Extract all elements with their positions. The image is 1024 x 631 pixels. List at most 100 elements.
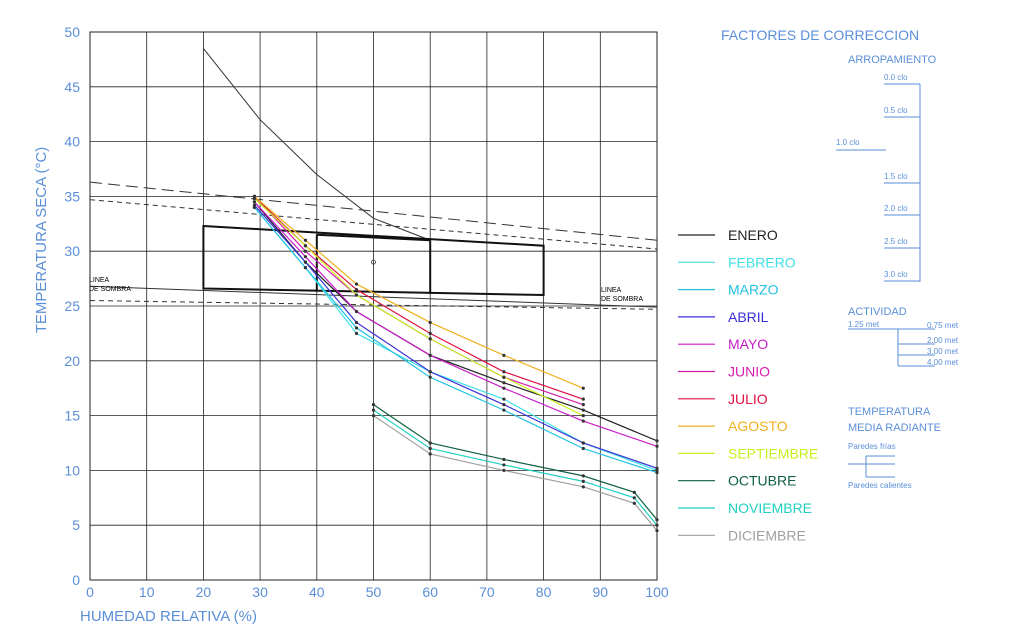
series-line (373, 415, 658, 532)
clo-level-label: 1.5 clo (884, 172, 908, 181)
data-point (581, 408, 585, 412)
radiante-frias: Paredes frías (848, 442, 896, 451)
data-point (303, 238, 308, 242)
data-point (632, 501, 636, 505)
data-point (303, 249, 308, 253)
met-level-label: 0.75 met (927, 321, 959, 330)
y-tick-label: 45 (64, 79, 80, 95)
x-tick-label: 0 (86, 584, 94, 600)
data-point (252, 203, 257, 207)
data-point (428, 337, 432, 341)
legend-label: NOVIEMBRE (728, 500, 812, 516)
data-point (655, 468, 659, 472)
data-point (655, 523, 659, 527)
met-level-label: 4.00 met (927, 358, 959, 367)
actividad-base: 1.25 met (848, 320, 880, 329)
series-line (253, 206, 658, 471)
x-tick-label: 30 (252, 584, 268, 600)
clo-level-label: 2.5 clo (884, 237, 908, 246)
series-diciembre (371, 414, 659, 533)
legend-label: ENERO (728, 227, 778, 243)
series-line (254, 195, 584, 400)
data-point (303, 255, 308, 259)
data-point (303, 260, 308, 264)
data-point (655, 470, 659, 475)
data-point (428, 370, 432, 374)
series-line (253, 195, 584, 406)
data-point (581, 446, 585, 451)
arropamiento-base: 1.0 clo (836, 138, 860, 147)
y-tick-label: 30 (64, 243, 80, 259)
data-point (428, 452, 432, 456)
radiante-title-1: TEMPERATURA (848, 406, 931, 418)
series-line (253, 201, 658, 447)
legend-label: FEBRERO (728, 254, 796, 270)
data-point (502, 375, 506, 379)
series-line (373, 409, 658, 526)
data-point (354, 282, 359, 286)
x-tick-label: 60 (422, 584, 438, 600)
data-point (354, 287, 359, 292)
data-point (581, 419, 585, 423)
radiante-calientes: Paredes calientes (848, 481, 912, 490)
shade-label-right-2: DE SOMBRA (601, 296, 643, 303)
data-point (655, 518, 659, 522)
data-point (502, 397, 506, 401)
y-tick-label: 15 (64, 408, 80, 424)
correction-panel: FACTORES DE CORRECCION ARROPAMIENTO 1.0 … (721, 27, 959, 490)
y-tick-label: 50 (64, 24, 80, 40)
series-agosto (252, 194, 585, 390)
data-point (581, 485, 585, 489)
arropamiento-title: ARROPAMIENTO (848, 54, 937, 66)
series-line (373, 404, 658, 521)
x-tick-label: 50 (366, 584, 382, 600)
data-point (428, 441, 432, 445)
data-point (655, 439, 659, 443)
data-point (502, 403, 506, 407)
legend-label: JULIO (728, 391, 768, 407)
data-point (428, 446, 432, 451)
data-point (581, 441, 585, 445)
chart-legend: ENERO FEBRERO MARZO ABRIL MAYO JUNIO JULIO AGOS… (678, 227, 818, 543)
data-point (371, 414, 376, 418)
x-tick-label: 10 (139, 584, 155, 600)
legend-label: DICIEMBRE (728, 527, 806, 543)
data-point (303, 244, 308, 248)
data-point (502, 353, 506, 357)
clo-level-label: 0.0 clo (884, 73, 908, 82)
shade-label-left-2: DE SOMBRA (89, 286, 131, 293)
data-point (581, 479, 585, 483)
clo-level-label: 0.5 clo (884, 106, 908, 115)
x-axis-title: HUMEDAD RELATIVA (%) (80, 608, 257, 625)
series-noviembre (371, 408, 659, 527)
y-tick-label: 10 (64, 462, 80, 478)
data-point (502, 457, 506, 462)
data-point (655, 529, 659, 533)
series-line (253, 206, 658, 474)
y-axis-title: TEMPERATURA SECA (°C) (33, 147, 50, 334)
dashed-limit-upper (89, 181, 658, 241)
chart-grid (89, 31, 658, 581)
actividad-levels: 0.75 met 2.00 met 3.00 met 4.00 met (898, 321, 959, 367)
y-tick-label: 0 (72, 572, 80, 588)
y-tick-label: 35 (64, 188, 80, 204)
x-tick-labels: 0 10 20 30 40 50 60 70 80 90 100 (86, 584, 669, 600)
data-point (303, 266, 308, 270)
data-point (502, 463, 506, 467)
actividad-title: ACTIVIDAD (848, 306, 907, 318)
data-point (655, 466, 659, 470)
y-tick-label: 40 (64, 134, 80, 150)
data-point (354, 326, 359, 330)
data-point (428, 320, 432, 325)
shade-label-right-1: LINEA (601, 287, 622, 294)
radiante-title-2: MEDIA RADIANTE (848, 422, 941, 434)
met-level-label: 3.00 met (927, 347, 959, 356)
legend-label: ABRIL (728, 309, 769, 325)
chart-series (252, 194, 659, 533)
data-point (371, 408, 376, 412)
series-line (253, 204, 658, 469)
limit-curve (203, 48, 431, 241)
legend-label: AGOSTO (728, 418, 788, 434)
data-point (502, 468, 506, 472)
x-tick-label: 40 (309, 584, 325, 600)
